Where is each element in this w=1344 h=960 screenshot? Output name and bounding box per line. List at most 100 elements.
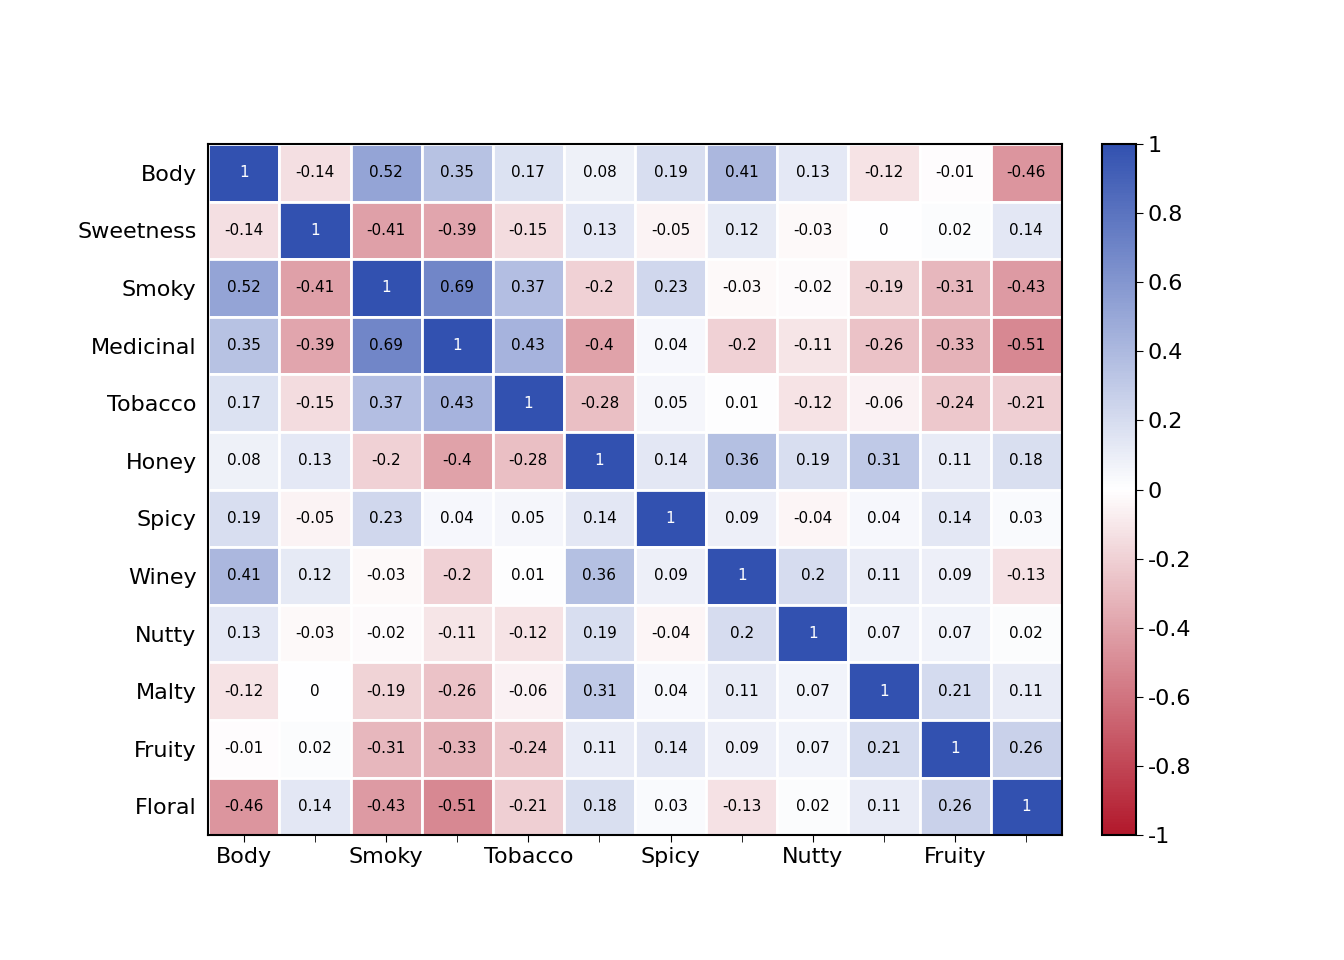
Text: -0.15: -0.15 (296, 396, 335, 411)
Bar (422, 778, 493, 835)
Text: -0.04: -0.04 (650, 626, 691, 641)
Text: -0.41: -0.41 (296, 280, 335, 296)
Bar (493, 490, 564, 547)
Bar (848, 432, 919, 490)
Text: -0.46: -0.46 (1007, 165, 1046, 180)
Bar (351, 547, 422, 605)
Bar (991, 202, 1062, 259)
Text: 1: 1 (950, 741, 960, 756)
Bar (634, 778, 706, 835)
Text: 0.26: 0.26 (938, 799, 972, 814)
Bar (777, 144, 848, 202)
Text: 0.04: 0.04 (653, 684, 688, 699)
Text: -0.2: -0.2 (442, 568, 472, 584)
Bar (564, 374, 636, 432)
Bar (280, 490, 351, 547)
Text: 0.03: 0.03 (1009, 511, 1043, 526)
Bar (991, 374, 1062, 432)
Text: -0.2: -0.2 (727, 338, 757, 353)
Text: -0.2: -0.2 (371, 453, 401, 468)
Bar (706, 202, 777, 259)
Bar (280, 202, 351, 259)
Text: 0: 0 (310, 684, 320, 699)
Text: 0.01: 0.01 (724, 396, 758, 411)
Text: -0.03: -0.03 (296, 626, 335, 641)
Text: 0.17: 0.17 (227, 396, 261, 411)
Bar (564, 720, 636, 778)
Bar (848, 317, 919, 374)
Text: 0.13: 0.13 (227, 626, 261, 641)
Bar (351, 720, 422, 778)
Text: -0.24: -0.24 (509, 741, 548, 756)
Bar (919, 374, 991, 432)
Bar (777, 202, 848, 259)
Bar (208, 720, 280, 778)
Text: 0.04: 0.04 (867, 511, 900, 526)
Bar (564, 605, 636, 662)
Text: 0.05: 0.05 (653, 396, 688, 411)
Bar (919, 259, 991, 317)
Text: -0.13: -0.13 (1007, 568, 1046, 584)
Bar (422, 547, 493, 605)
Bar (848, 662, 919, 720)
Text: 1: 1 (1021, 799, 1031, 814)
Text: -0.14: -0.14 (224, 223, 263, 238)
Bar (564, 202, 636, 259)
Text: 1: 1 (524, 396, 534, 411)
Text: -0.13: -0.13 (722, 799, 762, 814)
Text: -0.01: -0.01 (224, 741, 263, 756)
Bar (280, 317, 351, 374)
Text: -0.41: -0.41 (367, 223, 406, 238)
Bar (208, 547, 280, 605)
Text: 0.31: 0.31 (582, 684, 617, 699)
Bar (634, 202, 706, 259)
Text: -0.39: -0.39 (438, 223, 477, 238)
Text: -0.51: -0.51 (1007, 338, 1046, 353)
Bar (706, 317, 777, 374)
Bar (493, 317, 564, 374)
Text: -0.43: -0.43 (367, 799, 406, 814)
Bar (706, 144, 777, 202)
Text: 0.02: 0.02 (1009, 626, 1043, 641)
Text: 1: 1 (808, 626, 817, 641)
Text: 0.14: 0.14 (298, 799, 332, 814)
Bar (422, 317, 493, 374)
Bar (706, 720, 777, 778)
Bar (634, 605, 706, 662)
Bar (991, 144, 1062, 202)
Text: 0.11: 0.11 (938, 453, 972, 468)
Bar (280, 605, 351, 662)
Text: 0.11: 0.11 (724, 684, 758, 699)
Bar (919, 605, 991, 662)
Text: -0.12: -0.12 (793, 396, 832, 411)
Bar (706, 778, 777, 835)
Bar (280, 259, 351, 317)
Bar (493, 547, 564, 605)
Text: 0.19: 0.19 (227, 511, 261, 526)
Bar (422, 662, 493, 720)
Text: -0.02: -0.02 (367, 626, 406, 641)
Text: 0.07: 0.07 (796, 684, 829, 699)
Bar (564, 490, 636, 547)
Text: 0.37: 0.37 (370, 396, 403, 411)
Text: 0.14: 0.14 (582, 511, 617, 526)
Bar (351, 144, 422, 202)
Text: 0.17: 0.17 (512, 165, 546, 180)
Bar (564, 144, 636, 202)
Text: -0.26: -0.26 (864, 338, 903, 353)
Bar (422, 259, 493, 317)
Bar (848, 374, 919, 432)
Text: -0.26: -0.26 (438, 684, 477, 699)
Bar (777, 259, 848, 317)
Bar (919, 144, 991, 202)
Bar (706, 490, 777, 547)
Text: 0.11: 0.11 (867, 799, 900, 814)
Text: 0.2: 0.2 (801, 568, 825, 584)
Text: 0.14: 0.14 (653, 453, 688, 468)
Text: -0.06: -0.06 (864, 396, 903, 411)
Bar (351, 432, 422, 490)
Text: -0.14: -0.14 (296, 165, 335, 180)
Text: 0.23: 0.23 (653, 280, 688, 296)
Bar (422, 144, 493, 202)
Text: 0.02: 0.02 (938, 223, 972, 238)
